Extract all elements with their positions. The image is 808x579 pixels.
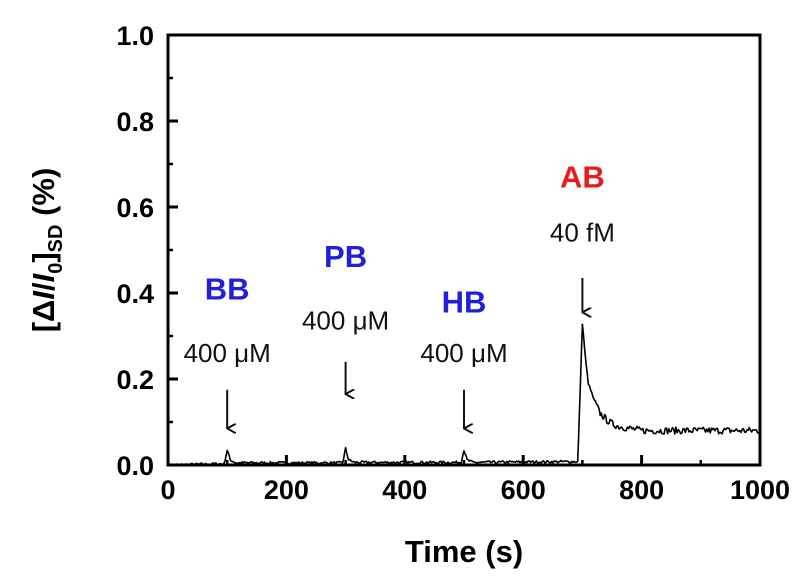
- y-axis-title-sub: SD: [45, 225, 67, 253]
- annotation-name: HB: [442, 284, 487, 319]
- y-axis-title-zero: 0: [45, 263, 67, 274]
- y-axis-title-open: [Δ: [26, 300, 61, 333]
- series-line: [167, 323, 761, 467]
- y-tick-label: 0.0: [116, 451, 154, 481]
- x-tick-label: 1000: [730, 475, 790, 505]
- y-tick-label: 0.8: [116, 107, 154, 137]
- annotation-concentration: 400 μM: [302, 306, 389, 336]
- y-axis-title-unit: (%): [26, 168, 61, 225]
- y-tick-label: 0.4: [116, 279, 154, 309]
- annotations: BB 400 μM PB 400 μM HB 400 μM AB 40 fM: [184, 160, 615, 429]
- y-tick-label: 0.2: [116, 365, 154, 395]
- y-axis-title-close: ]: [26, 252, 61, 262]
- annotation-name: BB: [205, 271, 250, 306]
- y-tick-label: 1.0: [116, 21, 154, 51]
- x-axis-title: Time (s): [405, 534, 523, 569]
- y-axis-title: [ΔI/I0]SD (%): [26, 168, 67, 333]
- annotation-concentration: 400 μM: [420, 338, 507, 368]
- y-tick-label: 0.6: [116, 193, 154, 223]
- y-axis-title-I0: I: [26, 272, 61, 282]
- x-tick-label: 200: [264, 475, 309, 505]
- y-axis-title-I: I: [26, 290, 61, 300]
- y-axis-title-slash: /: [26, 282, 61, 291]
- annotation-concentration: 40 fM: [550, 217, 615, 247]
- annotation-name: PB: [324, 239, 367, 274]
- annotation-concentration: 400 μM: [184, 338, 271, 368]
- x-tick-label: 400: [382, 475, 427, 505]
- x-tick-label: 600: [501, 475, 546, 505]
- annotation-name: AB: [560, 160, 605, 195]
- x-tick-label: 800: [619, 475, 664, 505]
- tick-labels: 0 200 400 600 800 1000 0.0 0.2 0.4 0.6 0.8 1.0: [116, 21, 790, 505]
- x-tick-label: 0: [160, 475, 175, 505]
